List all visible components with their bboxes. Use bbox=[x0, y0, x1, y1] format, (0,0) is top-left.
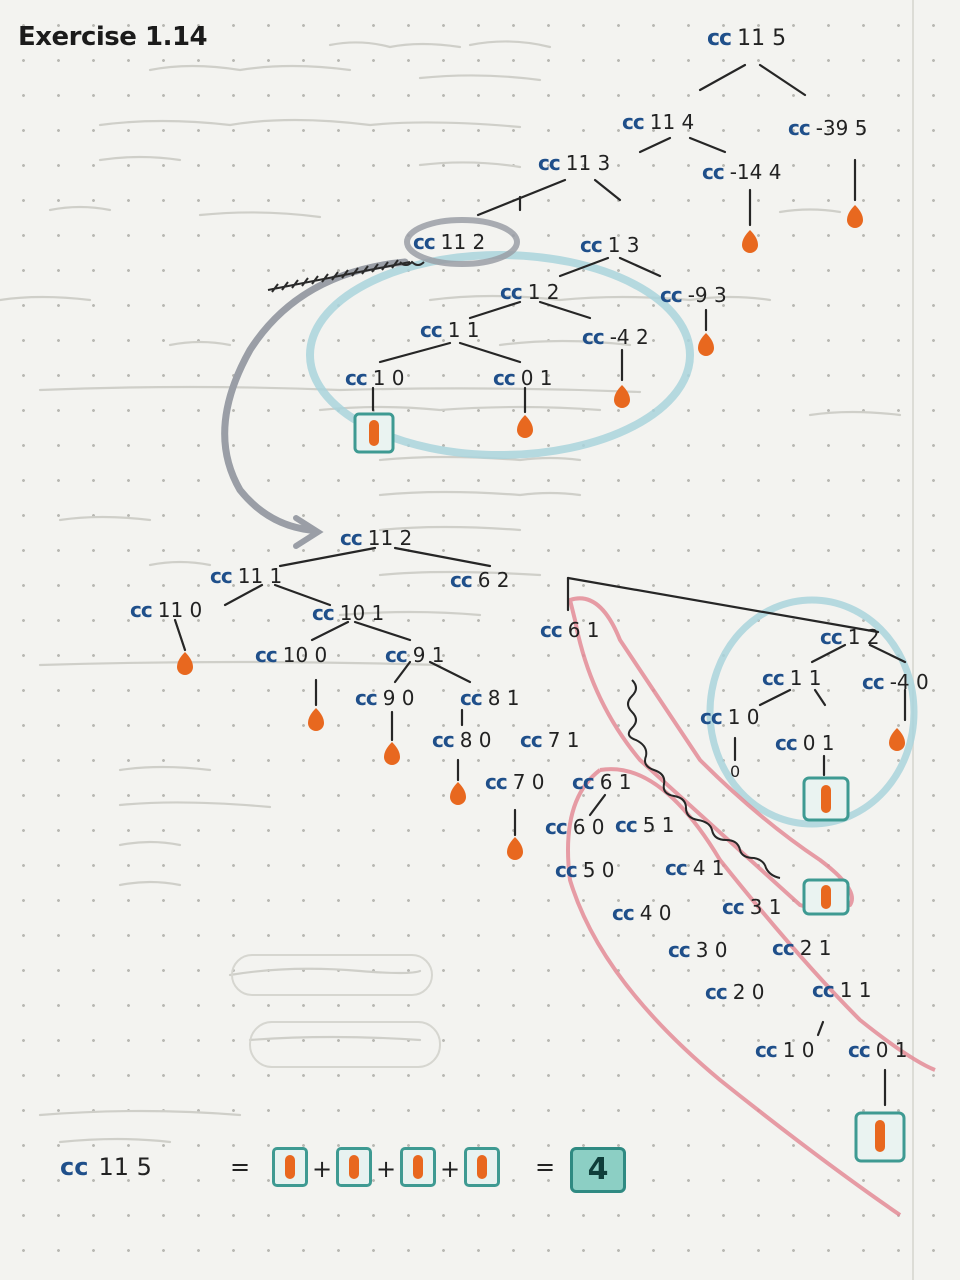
tree-node: cc 1 2 bbox=[500, 280, 560, 304]
leaf-drop bbox=[177, 652, 193, 675]
tree-node: cc 6 2 bbox=[450, 568, 510, 592]
leaf-drop bbox=[889, 728, 905, 751]
tree-node: cc 11 1 bbox=[210, 564, 283, 588]
tree-node: cc 4 0 bbox=[612, 901, 672, 925]
tree-node: cc -14 4 bbox=[702, 160, 782, 184]
tree-node: cc 0 1 bbox=[493, 366, 553, 390]
plus-sign: + bbox=[440, 1155, 461, 1183]
tree-node: cc 9 1 bbox=[385, 643, 445, 667]
leaf-drop bbox=[507, 837, 523, 860]
tree-node: cc 1 3 bbox=[580, 233, 640, 257]
tree-node: cc 10 1 bbox=[312, 601, 385, 625]
tree-node: cc -39 5 bbox=[788, 116, 868, 140]
tree-node: cc 11 4 bbox=[622, 110, 695, 134]
tree-node: cc -9 3 bbox=[660, 283, 727, 307]
leaf-drop bbox=[698, 333, 714, 356]
tree-node: cc 1 2 bbox=[820, 625, 880, 649]
tree-node: cc 6 1 bbox=[572, 770, 632, 794]
result-one-box bbox=[464, 1147, 500, 1187]
small-zero: 0 bbox=[730, 762, 741, 781]
leaf-drop bbox=[742, 230, 758, 253]
result-one-box bbox=[353, 412, 395, 454]
tree-node: cc 1 0 bbox=[755, 1038, 815, 1062]
tree-node: cc 6 0 bbox=[545, 815, 605, 839]
leaf-drop bbox=[847, 205, 863, 228]
tree-node: cc 11 0 bbox=[130, 598, 203, 622]
equals-sign: = bbox=[230, 1153, 251, 1181]
leaf-drop bbox=[614, 385, 630, 408]
wavy-line bbox=[627, 679, 781, 879]
result-one-box bbox=[854, 1111, 906, 1163]
tree-node: cc 10 0 bbox=[255, 643, 328, 667]
tree-node: cc 2 1 bbox=[772, 936, 832, 960]
tree-node: cc 5 1 bbox=[615, 813, 675, 837]
result-one-box bbox=[336, 1147, 372, 1187]
gray-highlight-loop bbox=[404, 217, 520, 267]
leaf-drop bbox=[517, 415, 533, 438]
tree-node: cc 11 2 bbox=[413, 230, 486, 254]
tree-node: cc 11 5 bbox=[707, 26, 787, 51]
leaf-drop bbox=[384, 742, 400, 765]
leaf-drop bbox=[413, 1155, 423, 1179]
tree-node: cc 6 1 bbox=[540, 618, 600, 642]
tree-node: cc 1 0 bbox=[700, 705, 760, 729]
equals-sign: = bbox=[535, 1153, 556, 1181]
gray-curved-arrow bbox=[221, 258, 409, 534]
tree-node: cc 1 1 bbox=[420, 318, 480, 342]
tree-node: cc 3 0 bbox=[668, 938, 728, 962]
final-result-box: 4 bbox=[570, 1147, 626, 1193]
margin-line bbox=[912, 0, 914, 1280]
tree-node: cc 9 0 bbox=[355, 686, 415, 710]
plus-sign: + bbox=[376, 1155, 397, 1183]
tree-node: cc -4 0 bbox=[862, 670, 929, 694]
leaf-drop bbox=[450, 782, 466, 805]
arrow-head bbox=[293, 515, 324, 549]
tree-node: cc -4 2 bbox=[582, 325, 649, 349]
leaf-drop bbox=[477, 1155, 487, 1179]
tree-node: cc 8 1 bbox=[460, 686, 520, 710]
result-one-box bbox=[400, 1147, 436, 1187]
tree-node: cc 1 0 bbox=[345, 366, 405, 390]
equation-lhs: cc 11 5 bbox=[60, 1153, 152, 1181]
tree-node: cc 5 0 bbox=[555, 858, 615, 882]
leaf-drop bbox=[308, 708, 324, 731]
exercise-heading: Exercise 1.14 bbox=[18, 22, 208, 52]
blue-highlight-circle-lower bbox=[706, 596, 918, 828]
tree-node: cc 1 1 bbox=[762, 666, 822, 690]
red-loop-inner bbox=[566, 767, 936, 1217]
tree-node: cc 0 1 bbox=[775, 731, 835, 755]
tree-node: cc 4 1 bbox=[665, 856, 725, 880]
plus-sign: + bbox=[312, 1155, 333, 1183]
tree-node: cc 3 1 bbox=[722, 895, 782, 919]
tree-node: cc 1 1 bbox=[812, 978, 872, 1002]
result-one-box bbox=[802, 878, 850, 916]
result-one-box bbox=[802, 776, 850, 822]
tree-node: cc 11 2 bbox=[340, 526, 413, 550]
tree-node: cc 7 1 bbox=[520, 728, 580, 752]
hatch-scribble bbox=[267, 259, 425, 293]
tree-node: cc 2 0 bbox=[705, 980, 765, 1004]
result-one-box bbox=[272, 1147, 308, 1187]
tree-node: cc 0 1 bbox=[848, 1038, 908, 1062]
tree-node: cc 8 0 bbox=[432, 728, 492, 752]
tree-node: cc 11 3 bbox=[538, 151, 611, 175]
leaf-drop bbox=[349, 1155, 359, 1179]
tree-node: cc 7 0 bbox=[485, 770, 545, 794]
leaf-drop bbox=[285, 1155, 295, 1179]
